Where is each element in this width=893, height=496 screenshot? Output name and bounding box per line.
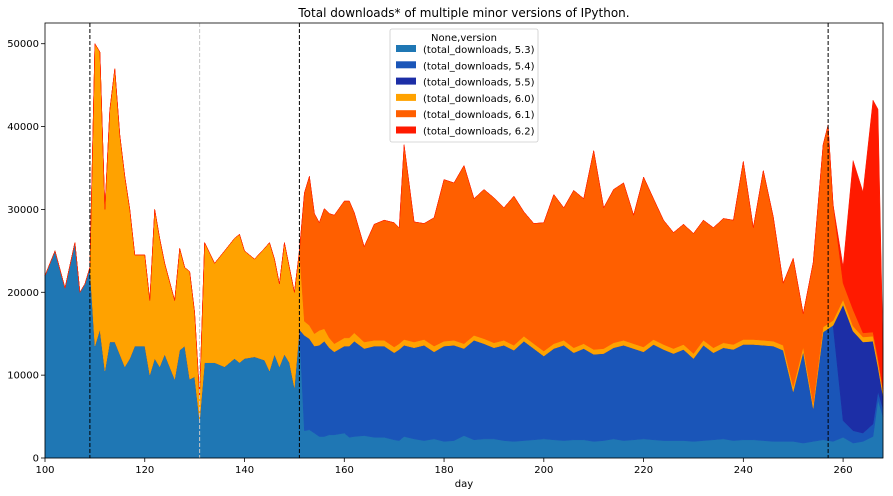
legend-box — [389, 28, 539, 143]
legend-swatch — [396, 61, 416, 69]
x-tick-label: 200 — [534, 465, 553, 476]
legend-label: (total_downloads, 6.2) — [423, 127, 535, 138]
legend-label: (total_downloads, 6.0) — [423, 94, 535, 105]
x-axis-label: day — [455, 479, 473, 490]
y-tick-label: 30000 — [7, 205, 39, 216]
legend-label: (total_downloads, 5.3) — [423, 45, 535, 56]
vertical-markers — [89, 23, 829, 458]
legend-swatch — [396, 126, 416, 134]
legend-label: (total_downloads, 5.5) — [423, 78, 535, 89]
x-tick-label: 160 — [335, 465, 354, 476]
x-axis: 100 120 140 160 180 200 220 240 260 — [35, 458, 853, 476]
y-axis: 0 10000 20000 30000 40000 50000 — [7, 39, 45, 465]
x-tick-label: 140 — [235, 465, 254, 476]
y-tick-label: 10000 — [7, 371, 39, 382]
legend-label: (total_downloads, 6.1) — [423, 110, 535, 121]
y-tick-label: 0 — [33, 454, 39, 465]
x-tick-label: 180 — [435, 465, 454, 476]
y-tick-label: 50000 — [7, 39, 39, 50]
y-tick-label: 40000 — [7, 122, 39, 133]
x-tick-label: 240 — [734, 465, 753, 476]
legend-swatch — [396, 77, 416, 85]
legend-items: (total_downloads, 5.3) (total_downloads, … — [396, 45, 535, 138]
x-tick-label: 100 — [35, 465, 54, 476]
x-tick-label: 120 — [135, 465, 154, 476]
y-tick-label: 20000 — [7, 288, 39, 299]
legend-title: None,version — [431, 33, 497, 44]
x-tick-label: 220 — [634, 465, 653, 476]
legend-swatch — [396, 45, 416, 52]
legend-swatch — [396, 93, 416, 101]
legend: None,version (total_downloads, 5.3)(tota… — [389, 28, 539, 143]
legend-swatch — [396, 110, 416, 118]
x-tick-label: 260 — [834, 465, 853, 476]
legend-label: (total_downloads, 5.4) — [423, 61, 535, 72]
chart-title: Total downloads* of multiple minor versi… — [297, 6, 629, 20]
plot-frame — [44, 22, 884, 459]
